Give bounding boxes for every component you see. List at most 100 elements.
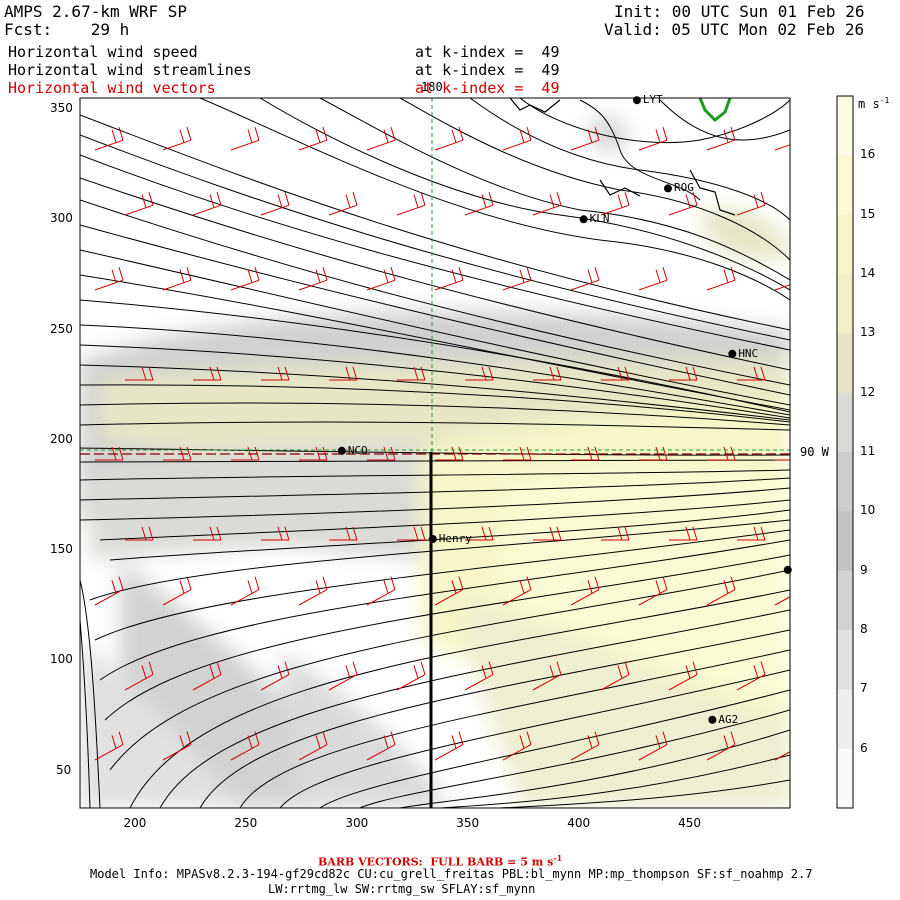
wind-barb <box>706 127 736 151</box>
colorbar-label: 9 <box>860 562 868 577</box>
station-marker <box>783 565 792 574</box>
colorbar-frame <box>836 95 854 809</box>
wind-barb <box>298 576 328 606</box>
colorbar-segment <box>837 630 853 690</box>
station-marker <box>708 715 717 724</box>
init-time: Init: 00 UTC Sun 01 Feb 26 <box>614 2 865 21</box>
wind-barb <box>94 267 124 291</box>
colorbar-label: 15 <box>860 206 876 221</box>
x-tick-label: 350 <box>456 816 480 830</box>
coastline <box>509 98 736 216</box>
station-marker <box>728 349 737 358</box>
wind-barb <box>465 526 494 541</box>
wind-barb <box>124 192 154 216</box>
colorbar-segment <box>837 570 853 631</box>
wind-barb <box>669 366 698 381</box>
wind-barb <box>230 576 260 606</box>
wind-barb <box>502 127 532 151</box>
colorbar-label: 14 <box>860 266 876 280</box>
wind-barb <box>162 576 192 606</box>
y-tick-label: 150 <box>50 542 73 557</box>
plot-frame <box>79 97 791 809</box>
x-tick-label: 400 <box>567 816 591 830</box>
wind-barb <box>532 192 562 216</box>
wind-barb <box>193 526 222 541</box>
colorbar-label: 10 <box>860 503 876 518</box>
wind-barb <box>261 366 290 381</box>
wind-barb <box>570 576 600 606</box>
wind-barb <box>329 526 358 541</box>
station-marker <box>337 446 346 455</box>
x-tick-label: 250 <box>234 816 258 830</box>
wind-barb <box>261 526 290 541</box>
field-2-level: at k-index = 49 <box>415 61 560 79</box>
wind-barb <box>94 576 124 606</box>
wind-barb <box>396 661 426 691</box>
y-tick-label: 50 <box>56 762 72 777</box>
wind-barb <box>502 731 532 761</box>
wind-barb <box>298 127 328 151</box>
wind-barb <box>434 267 464 291</box>
colorbar-segment <box>837 452 853 512</box>
wind-barb <box>601 526 630 541</box>
wind-barb <box>706 731 736 761</box>
wind-barb <box>638 731 668 761</box>
wind-barb <box>669 526 698 541</box>
wind-barb <box>774 596 790 606</box>
wind-barb <box>193 366 222 381</box>
colorbar-label: 8 <box>860 622 868 636</box>
wind-barb <box>366 267 396 291</box>
wind-barb <box>230 127 260 151</box>
y-tick-label: 250 <box>50 321 73 336</box>
wind-barb <box>94 127 124 151</box>
wind-barb <box>600 661 630 691</box>
colorbar-segment <box>837 748 853 809</box>
field-1-name: Horizontal wind speed <box>8 43 198 61</box>
meridian-label: 180 <box>421 80 443 94</box>
parallel-label: 90 W <box>800 445 829 459</box>
wind-barb <box>638 127 668 151</box>
wind-barb <box>532 661 562 691</box>
wind-barb <box>366 576 396 606</box>
wind-barb <box>737 366 766 381</box>
wind-barb <box>706 576 736 606</box>
wind-barb <box>125 526 154 541</box>
colorbar-segment <box>837 689 853 750</box>
colorbar-segment <box>837 333 853 394</box>
y-tick-label: 300 <box>50 211 73 226</box>
station-label: AG2 <box>718 712 739 726</box>
wind-barb <box>94 731 124 761</box>
station-label: LYT <box>642 93 663 107</box>
wind-barb <box>434 127 464 151</box>
wind-barb <box>230 267 260 291</box>
colorbar-segment <box>837 392 853 453</box>
colorbar-segment <box>837 155 853 216</box>
wind-barb <box>260 661 290 691</box>
wind-barb <box>366 127 396 151</box>
wind-barb <box>192 661 222 691</box>
barb-legend: BARB VECTORS: FULL BARB = 5 m s-1 <box>318 853 563 869</box>
y-tick-label: 100 <box>50 652 73 667</box>
wind-barb <box>328 661 358 691</box>
wind-barb <box>533 526 562 541</box>
wind-barb <box>775 459 790 461</box>
valid-time: Valid: 05 UTC Mon 02 Feb 26 <box>604 20 865 39</box>
streamlines <box>80 98 790 808</box>
wind-barb <box>397 526 426 541</box>
y-tick-label: 200 <box>50 431 73 446</box>
wind-barb <box>502 576 532 606</box>
station-label: ROG <box>673 181 694 195</box>
x-tick-label: 450 <box>678 816 702 830</box>
wind-barb <box>464 192 494 216</box>
model-title: AMPS 2.67-km WRF SP <box>4 2 188 21</box>
wind-barb <box>366 731 396 761</box>
wind-barb <box>638 267 668 291</box>
station-marker <box>663 184 672 193</box>
model-info: Model Info: MPASv8.2.3-194-gf29cd82c CU:… <box>90 867 813 881</box>
station-marker <box>579 215 588 224</box>
wind-barb <box>162 731 192 761</box>
wind-barb <box>124 661 154 691</box>
colorbar-label: 12 <box>860 384 876 399</box>
model-info-physics: LW:rrtmg_lw SW:rrtmg_sw SFLAY:sf_mynn <box>268 882 536 896</box>
colorbar-units: m s-1 <box>858 96 890 111</box>
